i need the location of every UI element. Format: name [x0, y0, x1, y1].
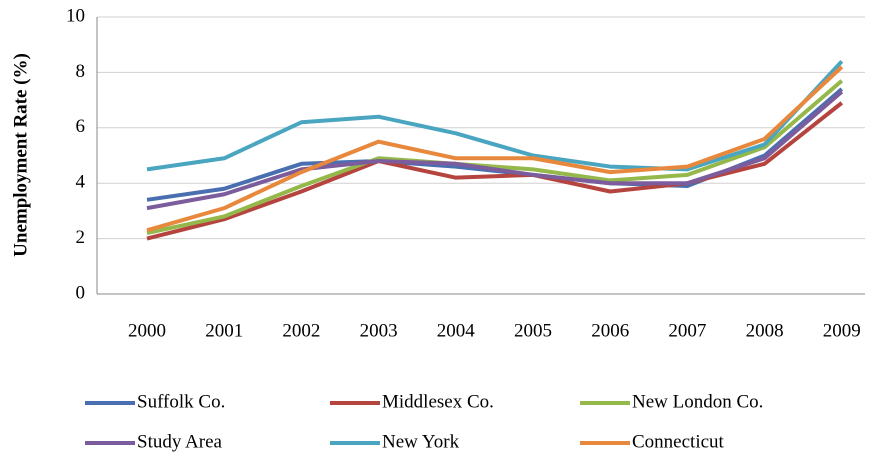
legend-label: New London Co. [632, 391, 763, 412]
y-tick-label: 2 [76, 227, 86, 248]
y-axis-label: Unemployment Rate (%) [10, 53, 31, 257]
y-tick-label: 4 [76, 172, 86, 193]
x-tick-label: 2001 [205, 320, 243, 341]
series-line [146, 65, 844, 233]
y-tick-label: 10 [66, 5, 85, 26]
series-line [146, 59, 844, 172]
x-tick-label: 2008 [746, 320, 784, 341]
y-tick-label: 0 [76, 282, 86, 303]
series-line [146, 101, 844, 241]
x-tick-label: 2007 [668, 320, 706, 341]
x-tick-label: 2006 [591, 320, 629, 341]
legend-label: Suffolk Co. [137, 391, 225, 412]
x-tick-label: 2003 [360, 320, 398, 341]
x-tick-label: 2000 [128, 320, 166, 341]
y-tick-label: 8 [76, 61, 86, 82]
series-line [146, 90, 844, 211]
series-line [146, 79, 844, 236]
legend-label: Connecticut [632, 431, 725, 452]
x-tick-label: 2009 [823, 320, 861, 341]
legend-label: Middlesex Co. [382, 391, 494, 412]
legend-label: Study Area [137, 431, 223, 452]
x-tick-label: 2004 [437, 320, 476, 341]
x-tick-label: 2002 [282, 320, 320, 341]
legend-label: New York [382, 431, 460, 452]
x-tick-label: 2005 [514, 320, 552, 341]
y-tick-label: 6 [76, 116, 86, 137]
